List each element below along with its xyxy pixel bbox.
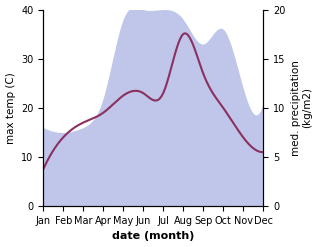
Y-axis label: med. precipitation
(kg/m2): med. precipitation (kg/m2) bbox=[291, 60, 313, 156]
Y-axis label: max temp (C): max temp (C) bbox=[5, 72, 16, 144]
X-axis label: date (month): date (month) bbox=[112, 231, 194, 242]
